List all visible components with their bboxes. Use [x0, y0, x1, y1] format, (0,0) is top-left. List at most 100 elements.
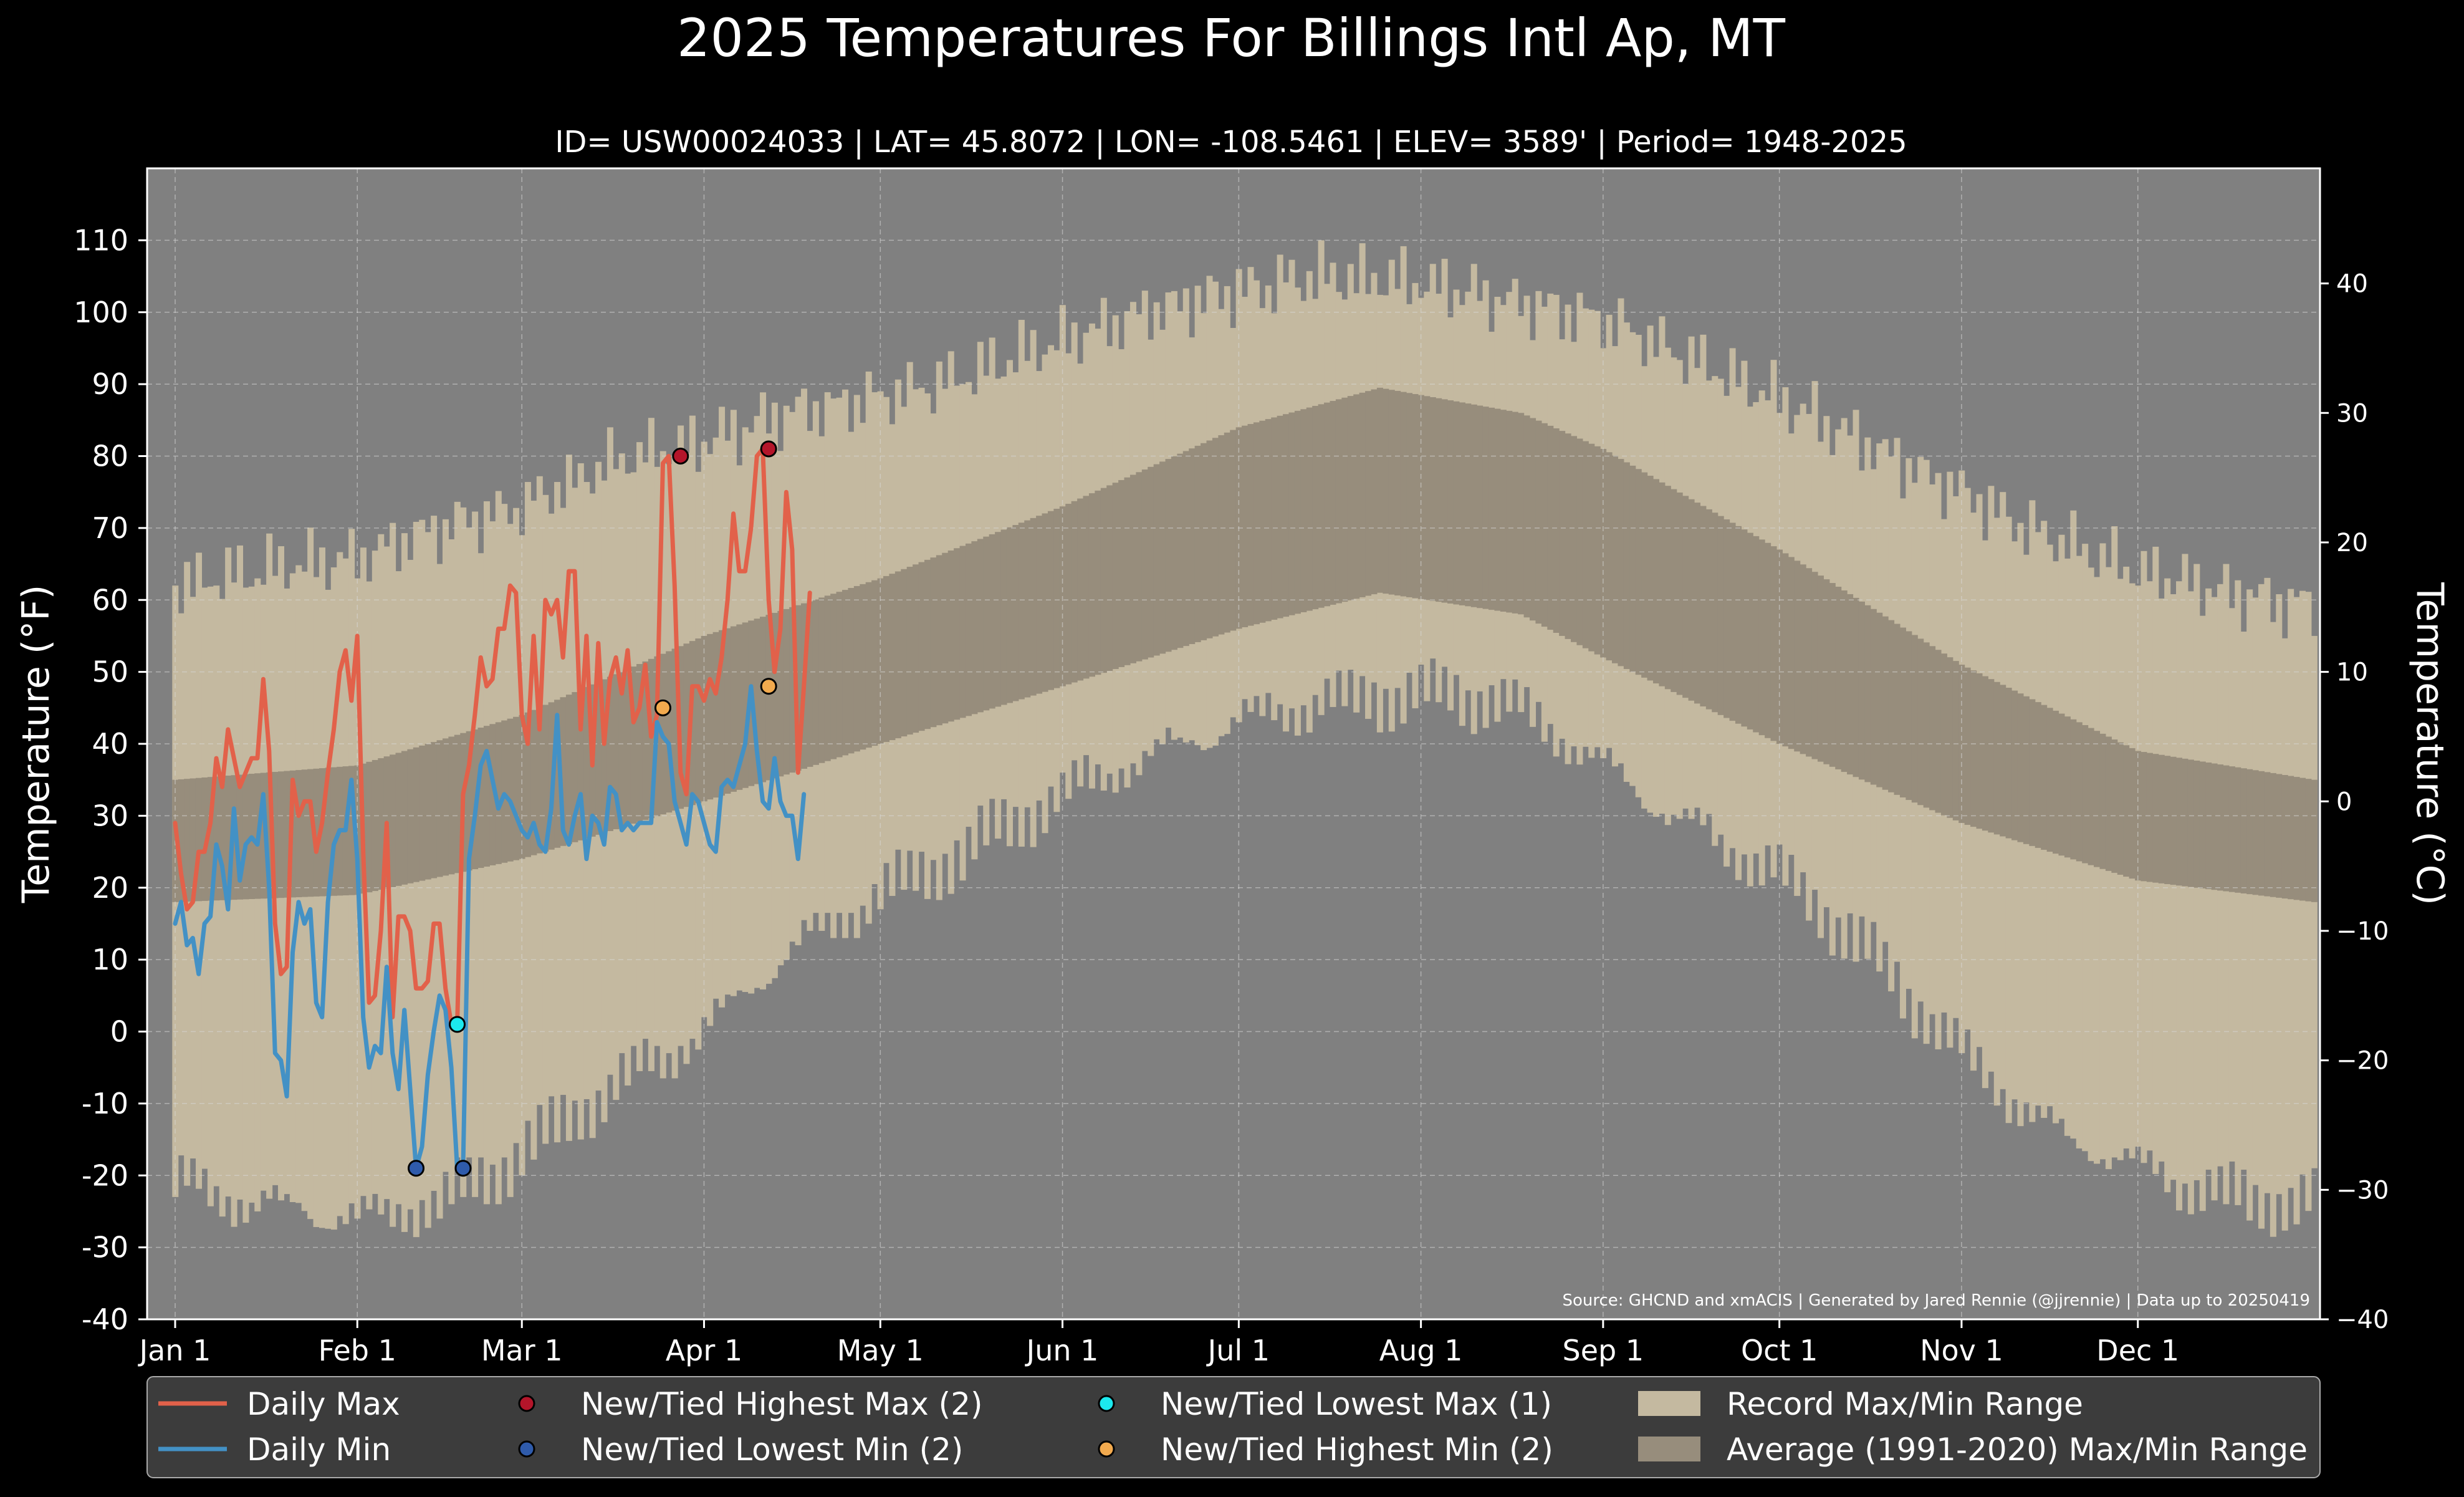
normal-range-bar [565, 695, 572, 844]
y-tick-label-left: 80 [92, 440, 128, 473]
normal-range-bar [1159, 461, 1166, 654]
legend-marker-swatch [518, 1395, 535, 1412]
normal-range-bar [1753, 536, 1760, 733]
normal-range-bar [942, 552, 949, 724]
normal-range-bar [2205, 762, 2212, 890]
record-range-bar [2094, 577, 2101, 1164]
normal-range-bar [983, 536, 990, 711]
normal-range-bar [395, 753, 402, 886]
legend-label: New/Tied Lowest Min (2) [581, 1432, 963, 1468]
normal-range-bar [1201, 443, 1207, 640]
legend-label: New/Tied Highest Min (2) [1161, 1432, 1553, 1468]
normal-range-bar [2199, 761, 2206, 888]
legend-label: Daily Min [247, 1432, 391, 1468]
normal-range-bar [1265, 419, 1272, 622]
record-range-bar [313, 577, 320, 1228]
normal-range-bar [2111, 739, 2118, 873]
normal-range-bar [719, 630, 726, 796]
normal-range-bar [1923, 642, 1930, 808]
normal-range-bar [1806, 568, 1813, 757]
normal-range-bar [1958, 665, 1965, 823]
normal-range-bar [1482, 407, 1489, 609]
normal-range-bar [1664, 486, 1671, 690]
source-note: Source: GHCND and xmACIS | Generated by … [1562, 1291, 2310, 1310]
normal-range-bar [1406, 393, 1413, 597]
normal-range-bar [1635, 469, 1642, 675]
normal-range-bar [1671, 489, 1677, 692]
daily-min-line [173, 684, 807, 1171]
y-tick-label-left: -20 [82, 1158, 128, 1192]
normal-range-bar [1988, 679, 1995, 833]
normal-range-bar [1100, 488, 1107, 673]
normal-range-bar [1112, 483, 1119, 670]
normal-range-bar [707, 633, 714, 800]
y-tick-label-right: 40 [2336, 270, 2368, 299]
normal-range-bar [1459, 402, 1465, 605]
normal-range-bar [853, 585, 860, 752]
normal-range-bar [683, 643, 690, 807]
normal-range-bar [448, 736, 455, 875]
legend [146, 1376, 2321, 1478]
legend-daily-max: Daily Max [158, 1386, 400, 1422]
normal-range-bar [1970, 670, 1977, 827]
normal-range-bar [1148, 466, 1154, 658]
normal-range-bar [2053, 710, 2059, 854]
normal-range-bar [236, 774, 244, 900]
y-tick-label-left: 0 [110, 1015, 128, 1049]
x-tick-label: Jun 1 [1025, 1334, 1099, 1367]
record-range-bar [2199, 615, 2206, 1211]
record-range-bar [2187, 591, 2194, 1215]
normal-range-bar [1500, 410, 1507, 612]
normal-range-bar [930, 557, 937, 728]
normal-range-bar [795, 605, 802, 771]
record-markers [408, 440, 777, 1177]
normal-range-bar [2005, 688, 2012, 839]
record-range-bar [424, 532, 431, 1228]
normal-range-bar [1095, 490, 1101, 675]
legend-new-tied-lowest-max-1: New/Tied Lowest Max (1) [1098, 1386, 1552, 1422]
normal-range-bar [1036, 516, 1043, 694]
normal-range-bar [2064, 716, 2071, 858]
normal-range-bar [2258, 771, 2265, 896]
normal-range-bar [1765, 542, 1771, 738]
normal-range-bar [812, 599, 819, 765]
record-range-bar [231, 582, 237, 1227]
new-tied-highest-min-marker [654, 699, 671, 716]
normal-range-bar [2035, 702, 2041, 848]
record-range-bar [395, 571, 402, 1205]
normal-range-bar [1424, 396, 1431, 600]
normal-range-bar [1277, 415, 1283, 619]
normal-range-bar [1700, 506, 1707, 707]
normal-range-bar [1347, 396, 1354, 600]
normal-range-bar [1324, 402, 1331, 607]
record-range-bar [2258, 584, 2265, 1229]
normal-range-bar [2217, 764, 2224, 891]
normal-range-bar [2082, 725, 2089, 864]
normal-range-bar [1853, 597, 1859, 777]
normal-range-bar [524, 712, 531, 857]
normal-range-bar [1230, 430, 1237, 631]
normal-range-bar [1688, 499, 1695, 701]
new-tied-lowest-min-marker [454, 1160, 472, 1177]
normal-range-bar [1312, 405, 1319, 610]
x-tick-label: Nov 1 [1920, 1334, 2003, 1367]
normal-range-bar [625, 669, 631, 826]
normal-range-bar [730, 626, 737, 792]
normal-range-bar [1535, 420, 1542, 624]
normal-range-bar [219, 776, 226, 900]
normal-range-bar [947, 550, 954, 722]
normal-range-bar [1841, 590, 1848, 773]
normal-range-bar [424, 744, 431, 880]
normal-range-bar [1647, 476, 1654, 681]
normal-range-bar [918, 562, 925, 731]
normal-range-bar [2123, 745, 2130, 877]
normal-range-bar [277, 771, 285, 898]
x-tick-label: May 1 [837, 1334, 924, 1367]
normal-range-bar [1976, 673, 1983, 829]
normal-range-bar [407, 749, 414, 883]
normal-range-bar [1894, 623, 1901, 795]
normal-range-bar [1429, 397, 1436, 601]
record-range-bar [407, 559, 414, 1210]
normal-range-bar [1571, 436, 1578, 642]
normal-range-bar [2305, 779, 2312, 902]
